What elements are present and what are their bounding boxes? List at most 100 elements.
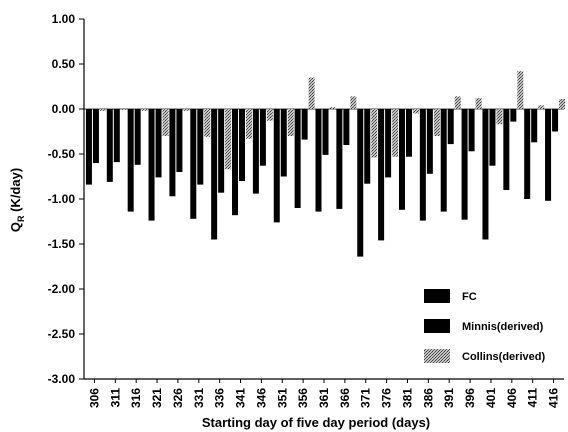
bar-fc (545, 109, 552, 201)
x-tick-label: 326 (171, 388, 185, 408)
bar-minnis (510, 109, 517, 122)
bar-minnis (239, 109, 246, 181)
x-tick-label: 386 (421, 388, 435, 408)
x-tick-label: 361 (317, 388, 331, 408)
y-tick-label: 0.50 (52, 57, 76, 71)
bar-minnis (301, 109, 308, 140)
bar-collins (517, 71, 524, 109)
bar-minnis (385, 109, 392, 178)
bar-fc (148, 109, 155, 221)
x-tick-group: 306 311 316 321 326 331 336 341 346 351 356 361 366 3… (87, 379, 561, 408)
bar-fc (398, 109, 405, 210)
bar-collins (496, 109, 503, 125)
bar-fc (315, 109, 322, 212)
bar-collins (162, 109, 169, 136)
bar-collins (266, 109, 273, 121)
x-tick-label: 406 (505, 388, 519, 408)
legend: FC Minnis(derived) Collins(derived) (424, 289, 545, 363)
bar-minnis (113, 109, 120, 163)
bar-minnis (405, 109, 412, 157)
y-tick-group: 1.00 0.50 0.00 -0.50 -1.00 -1.50 -2.00 -2.50 -3.… (48, 12, 84, 386)
bar-fc (232, 109, 239, 216)
x-tick-label: 366 (338, 388, 352, 408)
bar-collins (329, 107, 336, 109)
bar-fc (524, 109, 531, 199)
bar-fc (440, 109, 447, 212)
bar-minnis (92, 109, 99, 163)
bar-minnis (218, 109, 225, 193)
bar-collins (433, 109, 440, 136)
x-tick-label: 391 (442, 388, 456, 408)
x-tick-label: 321 (150, 388, 164, 408)
bar-fc (461, 109, 468, 220)
y-axis-title-unit: (K/day) (8, 168, 23, 216)
bar-fc (482, 109, 489, 240)
bar-fc (419, 109, 426, 221)
bar-minnis (426, 109, 433, 174)
bar-collins (392, 109, 399, 157)
bar-minnis (531, 109, 538, 143)
bar-fc (378, 109, 385, 241)
bar-minnis (468, 109, 475, 152)
bar-fc (169, 109, 176, 197)
bar-fc (273, 109, 280, 223)
bar-collins (308, 77, 315, 109)
x-tick-label: 346 (254, 388, 268, 408)
legend-label-fc: FC (462, 291, 477, 303)
bar-minnis (447, 109, 454, 145)
bar-group (85, 71, 566, 257)
x-tick-label: 356 (296, 388, 310, 408)
bar-collins (204, 109, 211, 137)
bar-collins (475, 98, 482, 109)
y-tick-label: -1.50 (48, 237, 76, 251)
bar-collins (99, 109, 106, 111)
bar-collins (559, 99, 566, 109)
bar-minnis (280, 109, 287, 177)
y-axis-title: QR (K/day) (8, 168, 26, 232)
y-tick-label: -0.50 (48, 147, 76, 161)
bar-collins (454, 96, 461, 109)
bar-minnis (176, 109, 183, 172)
legend-swatch-fc (424, 289, 450, 303)
bar-minnis (322, 109, 329, 155)
bar-collins (412, 109, 419, 114)
bar-fc (336, 109, 343, 209)
y-tick-label: -1.00 (48, 192, 76, 206)
bar-fc (190, 109, 197, 219)
x-tick-label: 316 (129, 388, 143, 408)
y-tick-label: -2.50 (48, 327, 76, 341)
bar-collins (371, 109, 378, 158)
y-tick-label: 1.00 (52, 12, 76, 26)
legend-label-collins: Collins(derived) (462, 351, 545, 363)
x-axis-title: Starting day of five day period (days) (202, 415, 430, 430)
x-tick-label: 336 (213, 388, 227, 408)
bar-fc (357, 109, 364, 257)
bar-minnis (259, 109, 266, 166)
bar-minnis (134, 109, 141, 165)
x-tick-label: 331 (192, 388, 206, 408)
bar-collins (350, 96, 357, 109)
bar-minnis (155, 109, 162, 178)
legend-swatch-collins (424, 349, 450, 363)
x-tick-label: 396 (463, 388, 477, 408)
y-axis-title-main: Q (8, 222, 23, 232)
bar-minnis (552, 109, 559, 132)
x-tick-label: 351 (275, 388, 289, 408)
y-tick-label: -2.00 (48, 282, 76, 296)
x-tick-label: 371 (359, 388, 373, 408)
bar-collins (120, 109, 127, 110)
bar-minnis (343, 109, 350, 145)
bar-collins (246, 109, 253, 139)
legend-swatch-minnis (424, 319, 450, 333)
bar-fc (503, 109, 510, 190)
x-tick-label: 341 (234, 388, 248, 408)
x-tick-label: 311 (108, 388, 122, 408)
bar-minnis (489, 109, 496, 166)
x-tick-label: 411 (526, 388, 540, 408)
bar-minnis (197, 109, 204, 185)
bar-collins (287, 109, 294, 136)
bar-fc (127, 109, 134, 212)
bar-collins (538, 105, 545, 109)
bar-fc (85, 109, 92, 185)
